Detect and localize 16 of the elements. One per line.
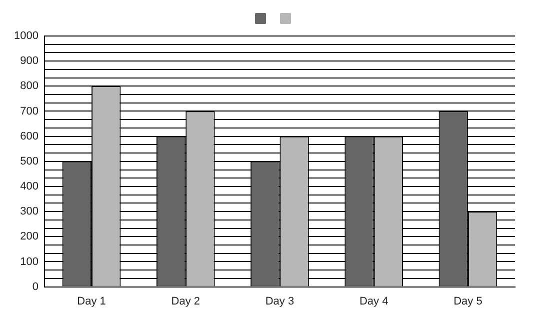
y-tick-label: 1000 <box>14 30 38 42</box>
y-tick-label: 600 <box>20 130 38 142</box>
y-tick-label: 700 <box>20 105 38 118</box>
y-tick-label: 200 <box>20 230 38 243</box>
x-tick-label: Day 5 <box>454 295 482 308</box>
y-tick-label: 300 <box>20 206 38 218</box>
y-tick-label: 800 <box>20 80 38 92</box>
x-tick-label: Day 2 <box>171 295 200 308</box>
x-tick-label: Day 3 <box>265 295 294 308</box>
y-tick-label: 500 <box>20 155 38 168</box>
x-tick-label: Day 1 <box>77 295 106 308</box>
y-tick-label: 100 <box>20 256 38 268</box>
y-tick-label: 900 <box>20 55 38 68</box>
x-tick-label: Day 4 <box>359 295 388 308</box>
y-tick-label: 0 <box>32 280 38 293</box>
y-tick-label: 400 <box>20 180 38 193</box>
